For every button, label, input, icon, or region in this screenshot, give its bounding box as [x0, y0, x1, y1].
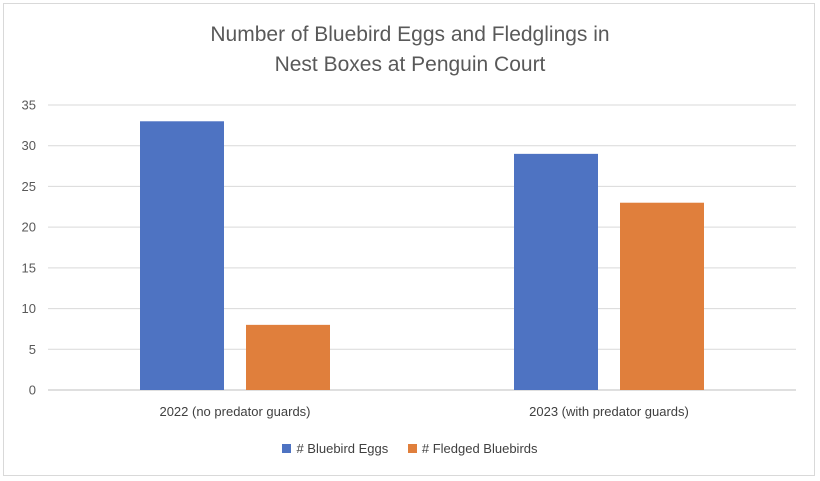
y-tick-label: 25 [22, 179, 36, 194]
bar [246, 324, 330, 390]
y-tick-label: 0 [29, 383, 36, 398]
legend-item-eggs: # Bluebird Eggs [282, 441, 388, 456]
chart-title-line-1: Number of Bluebird Eggs and Fledglings i… [210, 23, 610, 46]
bar [140, 121, 224, 391]
legend-item-fledged: # Fledged Bluebirds [407, 441, 538, 456]
y-tick-label: 10 [22, 301, 36, 316]
legend-label-fledged: # Fledged Bluebirds [421, 441, 538, 456]
legend-swatch-eggs [282, 444, 292, 453]
y-tick-label: 15 [22, 260, 36, 275]
y-tick-label: 20 [22, 220, 36, 235]
legend-label-eggs: # Bluebird Eggs [296, 441, 389, 456]
bar [514, 153, 598, 390]
chart-title: Number of Bluebird Eggs and Fledglings i… [0, 20, 820, 80]
bar [620, 202, 704, 390]
y-tick-label: 5 [29, 342, 36, 357]
y-tick-label: 35 [22, 98, 36, 113]
legend: # Bluebird Eggs # Fledged Bluebirds [0, 441, 820, 456]
y-tick-label: 30 [22, 138, 36, 153]
x-tick-label: 2022 (no predator guards) [159, 404, 310, 419]
chart-title-line-2: Nest Boxes at Penguin Court [274, 53, 546, 76]
x-tick-label: 2023 (with predator guards) [529, 404, 689, 419]
legend-swatch-fledged [407, 444, 417, 453]
